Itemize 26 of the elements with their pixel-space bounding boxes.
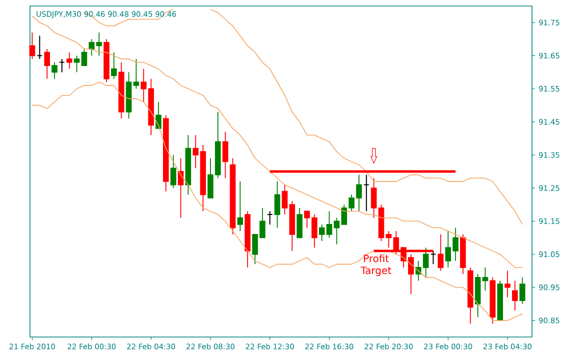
candlestick — [274, 180, 280, 228]
candlestick — [111, 52, 117, 80]
candlestick — [482, 267, 488, 292]
candlestick — [36, 35, 43, 60]
candlestick — [163, 114, 169, 192]
candlestick — [52, 62, 58, 80]
candlestick — [44, 48, 50, 80]
candlestick — [467, 267, 474, 324]
candlestick — [363, 174, 370, 212]
candlestick — [430, 250, 436, 265]
series-label: Profit Target — [360, 254, 392, 276]
candlestick — [222, 131, 228, 179]
candlestick — [370, 178, 377, 218]
candlestick — [185, 134, 192, 196]
candlestick — [237, 180, 244, 232]
candlestick — [170, 154, 176, 188]
candlestick — [512, 280, 518, 311]
candlestick — [504, 270, 510, 298]
candlestick — [460, 234, 466, 275]
candlestick — [519, 276, 526, 304]
candlestick — [66, 52, 72, 70]
candlestick — [118, 62, 124, 119]
candlestick — [438, 234, 444, 272]
candlestick — [244, 210, 250, 268]
candlestick — [266, 210, 273, 225]
candlestick — [58, 58, 65, 73]
